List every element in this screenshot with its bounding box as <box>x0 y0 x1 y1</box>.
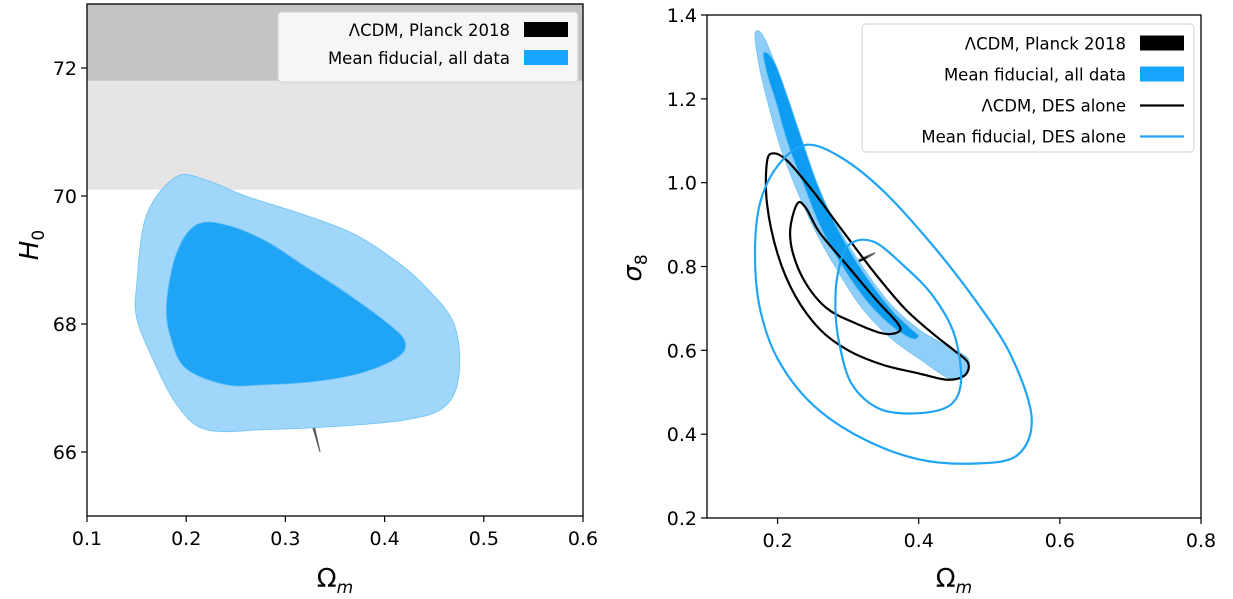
x-tick-label: 0.6 <box>568 528 598 550</box>
x-tick-label: 0.2 <box>171 528 201 550</box>
legend: ΛCDM, Planck 2018 Mean fiducial, all data… <box>861 23 1195 153</box>
legend-box <box>277 11 579 83</box>
contours-layer <box>753 30 1033 465</box>
legend-label-lambdacdm-planck-2018: ΛCDM, Planck 2018 <box>349 21 510 40</box>
contour-68 <box>165 221 407 387</box>
x-tick-label: 0.5 <box>469 528 499 550</box>
x-tick-label: 0.4 <box>904 530 934 552</box>
y-axis: 0.2 0.4 0.6 0.8 1.0 1.2 1.4 <box>667 5 707 530</box>
x-tick-label: 0.8 <box>1186 530 1216 552</box>
series-mean-fiducial-all-data <box>134 173 461 433</box>
legend-handle-mean-fiducial-all-data <box>524 50 568 65</box>
plot-frame <box>86 3 584 517</box>
x-axis: 0.1 0.2 0.3 0.4 0.5 0.6 <box>72 516 598 550</box>
legend-label-lambdacdm-planck-2018: ΛCDM, Planck 2018 <box>965 35 1126 54</box>
x-axis-label: Ωm <box>317 564 353 598</box>
contour-68 <box>834 238 963 415</box>
y-tick-label: 1.0 <box>667 173 697 195</box>
shaded-band-1 <box>87 80 583 190</box>
series-mean-fiducial-des-alone <box>753 143 1033 465</box>
legend-handle-mean-fiducial-all-data <box>1140 66 1184 82</box>
y-tick-label: 1.4 <box>667 5 697 27</box>
y-axis: 66 68 70 72 <box>53 58 87 464</box>
legend-label-mean-fiducial-all-data: Mean fiducial, all data <box>328 49 510 68</box>
y-tick-label: 0.6 <box>667 340 697 362</box>
legend: ΛCDM, Planck 2018 Mean fiducial, all data <box>277 11 579 83</box>
legend-label-mean-fiducial-des-alone: Mean fiducial, DES alone <box>921 128 1126 147</box>
x-tick-label: 0.6 <box>1045 530 1075 552</box>
x-axis: 0.2 0.4 0.6 0.8 <box>762 518 1216 552</box>
legend-handle-lambdacdm-planck-2018 <box>1140 35 1184 51</box>
x-axis-label: Ωm <box>936 564 972 598</box>
y-tick-label: 70 <box>53 186 77 208</box>
y-tick-label: 66 <box>53 442 77 464</box>
legend-handle-lambdacdm-planck-2018 <box>524 22 568 37</box>
y-tick-label: 0.2 <box>667 508 697 530</box>
x-tick-label: 0.4 <box>369 528 399 550</box>
legend-box <box>861 23 1195 153</box>
x-tick-label: 0.3 <box>270 528 300 550</box>
contours-layer <box>134 173 461 453</box>
contour-95 <box>753 143 1033 465</box>
contour-68 <box>788 200 902 336</box>
legend-label-lambdacdm-des-alone: ΛCDM, DES alone <box>982 97 1127 116</box>
y-axis-label: H0 <box>15 230 49 260</box>
contour-95 <box>764 152 970 381</box>
y-axis-label: σ8 <box>618 254 652 281</box>
y-tick-label: 68 <box>53 314 77 336</box>
y-tick-label: 72 <box>53 58 77 80</box>
y-tick-label: 1.2 <box>667 89 697 111</box>
y-tick-label: 0.8 <box>667 257 697 279</box>
series-lambdacdm-des-alone <box>764 152 970 381</box>
x-tick-label: 0.2 <box>762 530 792 552</box>
chart-h0-vs-omega-m: 0.1 0.2 0.3 0.4 0.5 0.6 66 68 70 72 Ωm H0 ΛCDM, … <box>15 3 598 598</box>
chart-sigma8-vs-omega-m: 0.2 0.4 0.6 0.8 0.2 0.4 0.6 0.8 1.0 1.2 1.4 Ωm σ8… <box>618 5 1216 598</box>
legend-label-mean-fiducial-all-data: Mean fiducial, all data <box>944 66 1126 85</box>
y-tick-label: 0.4 <box>667 424 697 446</box>
x-tick-label: 0.1 <box>72 528 102 550</box>
